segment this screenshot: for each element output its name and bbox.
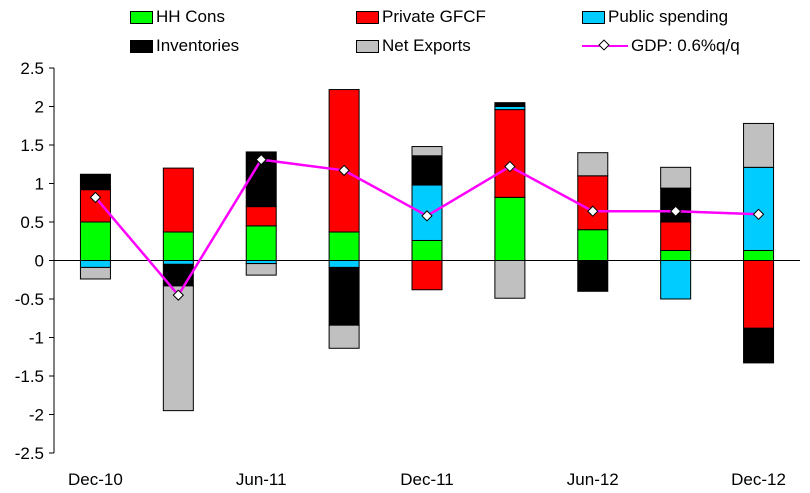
legend-swatch-public-spending [582, 10, 605, 24]
y-tick-label: 0.5 [20, 213, 44, 232]
bar-private-gfcf-dec-11 [411, 260, 443, 291]
y-tick-label: -2.5 [15, 444, 44, 463]
bar-private-gfcf-mar-11 [162, 167, 194, 233]
bar-hh-cons-jun-11 [245, 225, 277, 262]
bar-net-exports-dec-11 [411, 146, 443, 157]
bar-inventories-sep-11 [328, 266, 360, 326]
legend-label-inventories: Inventories [156, 36, 240, 55]
bar-net-exports-sep-11 [328, 324, 360, 349]
x-tick-label: Dec-11 [400, 470, 454, 489]
gdp-line [89, 153, 765, 301]
bar-public-spending-sep-12 [660, 260, 692, 300]
y-tick-label: 1.5 [20, 136, 44, 155]
bar-private-gfcf-sep-12 [660, 221, 692, 251]
bar-private-gfcf-jun-12 [577, 175, 609, 231]
bar-net-exports-jun-11 [245, 263, 277, 276]
gdp-point-dec-10 [89, 191, 102, 204]
legend-hh-cons: HH Cons [130, 7, 225, 27]
bar-inventories-mar-12 [494, 102, 526, 108]
legend-inventories: Inventories [130, 36, 239, 56]
y-tick-label: -0.5 [15, 290, 44, 309]
bar-inventories-dec-10 [79, 173, 111, 191]
gdp-point-dec-11 [421, 210, 433, 222]
bars [79, 89, 775, 412]
gdp-point-dec-12 [752, 208, 765, 221]
bar-hh-cons-mar-12 [494, 196, 526, 261]
y-tick-label: -1 [29, 329, 44, 348]
gdp-point-mar-12 [504, 160, 516, 173]
legend-swatch-net-exports [356, 39, 379, 53]
legend-line-gdp [582, 39, 628, 53]
bar-private-gfcf-sep-11 [328, 89, 360, 233]
legend-gdp: GDP: 0.6%q/q [582, 36, 740, 56]
bar-net-exports-dec-12 [743, 122, 775, 168]
legend-private-gfcf: Private GFCF [356, 7, 486, 27]
gdp-point-sep-12 [669, 205, 682, 217]
bar-private-gfcf-jun-11 [245, 206, 277, 227]
bar-public-spending-sep-11 [328, 260, 360, 268]
bar-public-spending-dec-10 [79, 260, 111, 268]
gdp-point-sep-11 [338, 164, 350, 177]
legend-public-spending: Public spending [582, 7, 728, 27]
bar-private-gfcf-dec-12 [743, 260, 775, 329]
x-tick-label: Jun-12 [567, 470, 619, 489]
legend-label-private-gfcf: Private GFCF [382, 7, 486, 26]
bar-hh-cons-dec-10 [79, 221, 111, 261]
bar-hh-cons-dec-12 [743, 249, 775, 262]
bar-public-spending-mar-11 [162, 260, 194, 265]
bar-hh-cons-dec-11 [411, 239, 443, 261]
bar-hh-cons-sep-11 [328, 231, 360, 261]
legend-swatch-hh-cons [130, 10, 153, 24]
bar-hh-cons-sep-12 [660, 249, 692, 262]
bar-net-exports-mar-11 [162, 285, 194, 412]
bar-private-gfcf-mar-12 [494, 109, 526, 198]
legend-label-net-exports: Net Exports [382, 36, 471, 55]
x-tick-label: Dec-10 [68, 470, 123, 489]
y-axis: 2.5 2 1.5 1 0.5 0 -0.5 -1 -1.5 -2 -2.5 [15, 59, 55, 463]
x-axis-labels: Dec-10 Jun-11 Dec-11 Jun-12 Dec-12 [68, 470, 786, 489]
gdp-point-jun-11 [255, 153, 267, 166]
y-tick-label: 2 [35, 98, 44, 117]
bar-inventories-dec-12 [743, 327, 775, 364]
bar-net-exports-sep-12 [660, 166, 692, 189]
bar-net-exports-dec-10 [79, 266, 111, 280]
bar-hh-cons-mar-11 [162, 231, 194, 261]
bar-net-exports-mar-12 [494, 260, 526, 299]
legend-swatch-inventories [130, 39, 153, 53]
y-tick-label: -2 [29, 406, 44, 425]
y-tick-label: 2.5 [20, 59, 44, 78]
gdp-point-mar-11 [172, 289, 185, 301]
legend-label-public-spending: Public spending [608, 7, 729, 26]
legend-swatch-private-gfcf [356, 10, 379, 24]
x-tick-label: Dec-12 [731, 470, 786, 489]
x-tick-label: Jun-11 [236, 470, 287, 489]
bar-inventories-jun-12 [577, 260, 609, 292]
bar-net-exports-jun-12 [577, 152, 609, 177]
legend-label-gdp: GDP: 0.6%q/q [631, 36, 740, 55]
y-tick-label: -1.5 [15, 367, 44, 386]
gdp-point-jun-12 [587, 205, 599, 217]
bar-hh-cons-jun-12 [577, 229, 609, 261]
legend-net-exports: Net Exports [356, 36, 471, 56]
y-tick-label: 1 [35, 175, 44, 194]
legend-label-hh-cons: HH Cons [156, 7, 225, 26]
bar-inventories-dec-11 [411, 155, 443, 186]
y-tick-label: 0 [35, 252, 44, 271]
